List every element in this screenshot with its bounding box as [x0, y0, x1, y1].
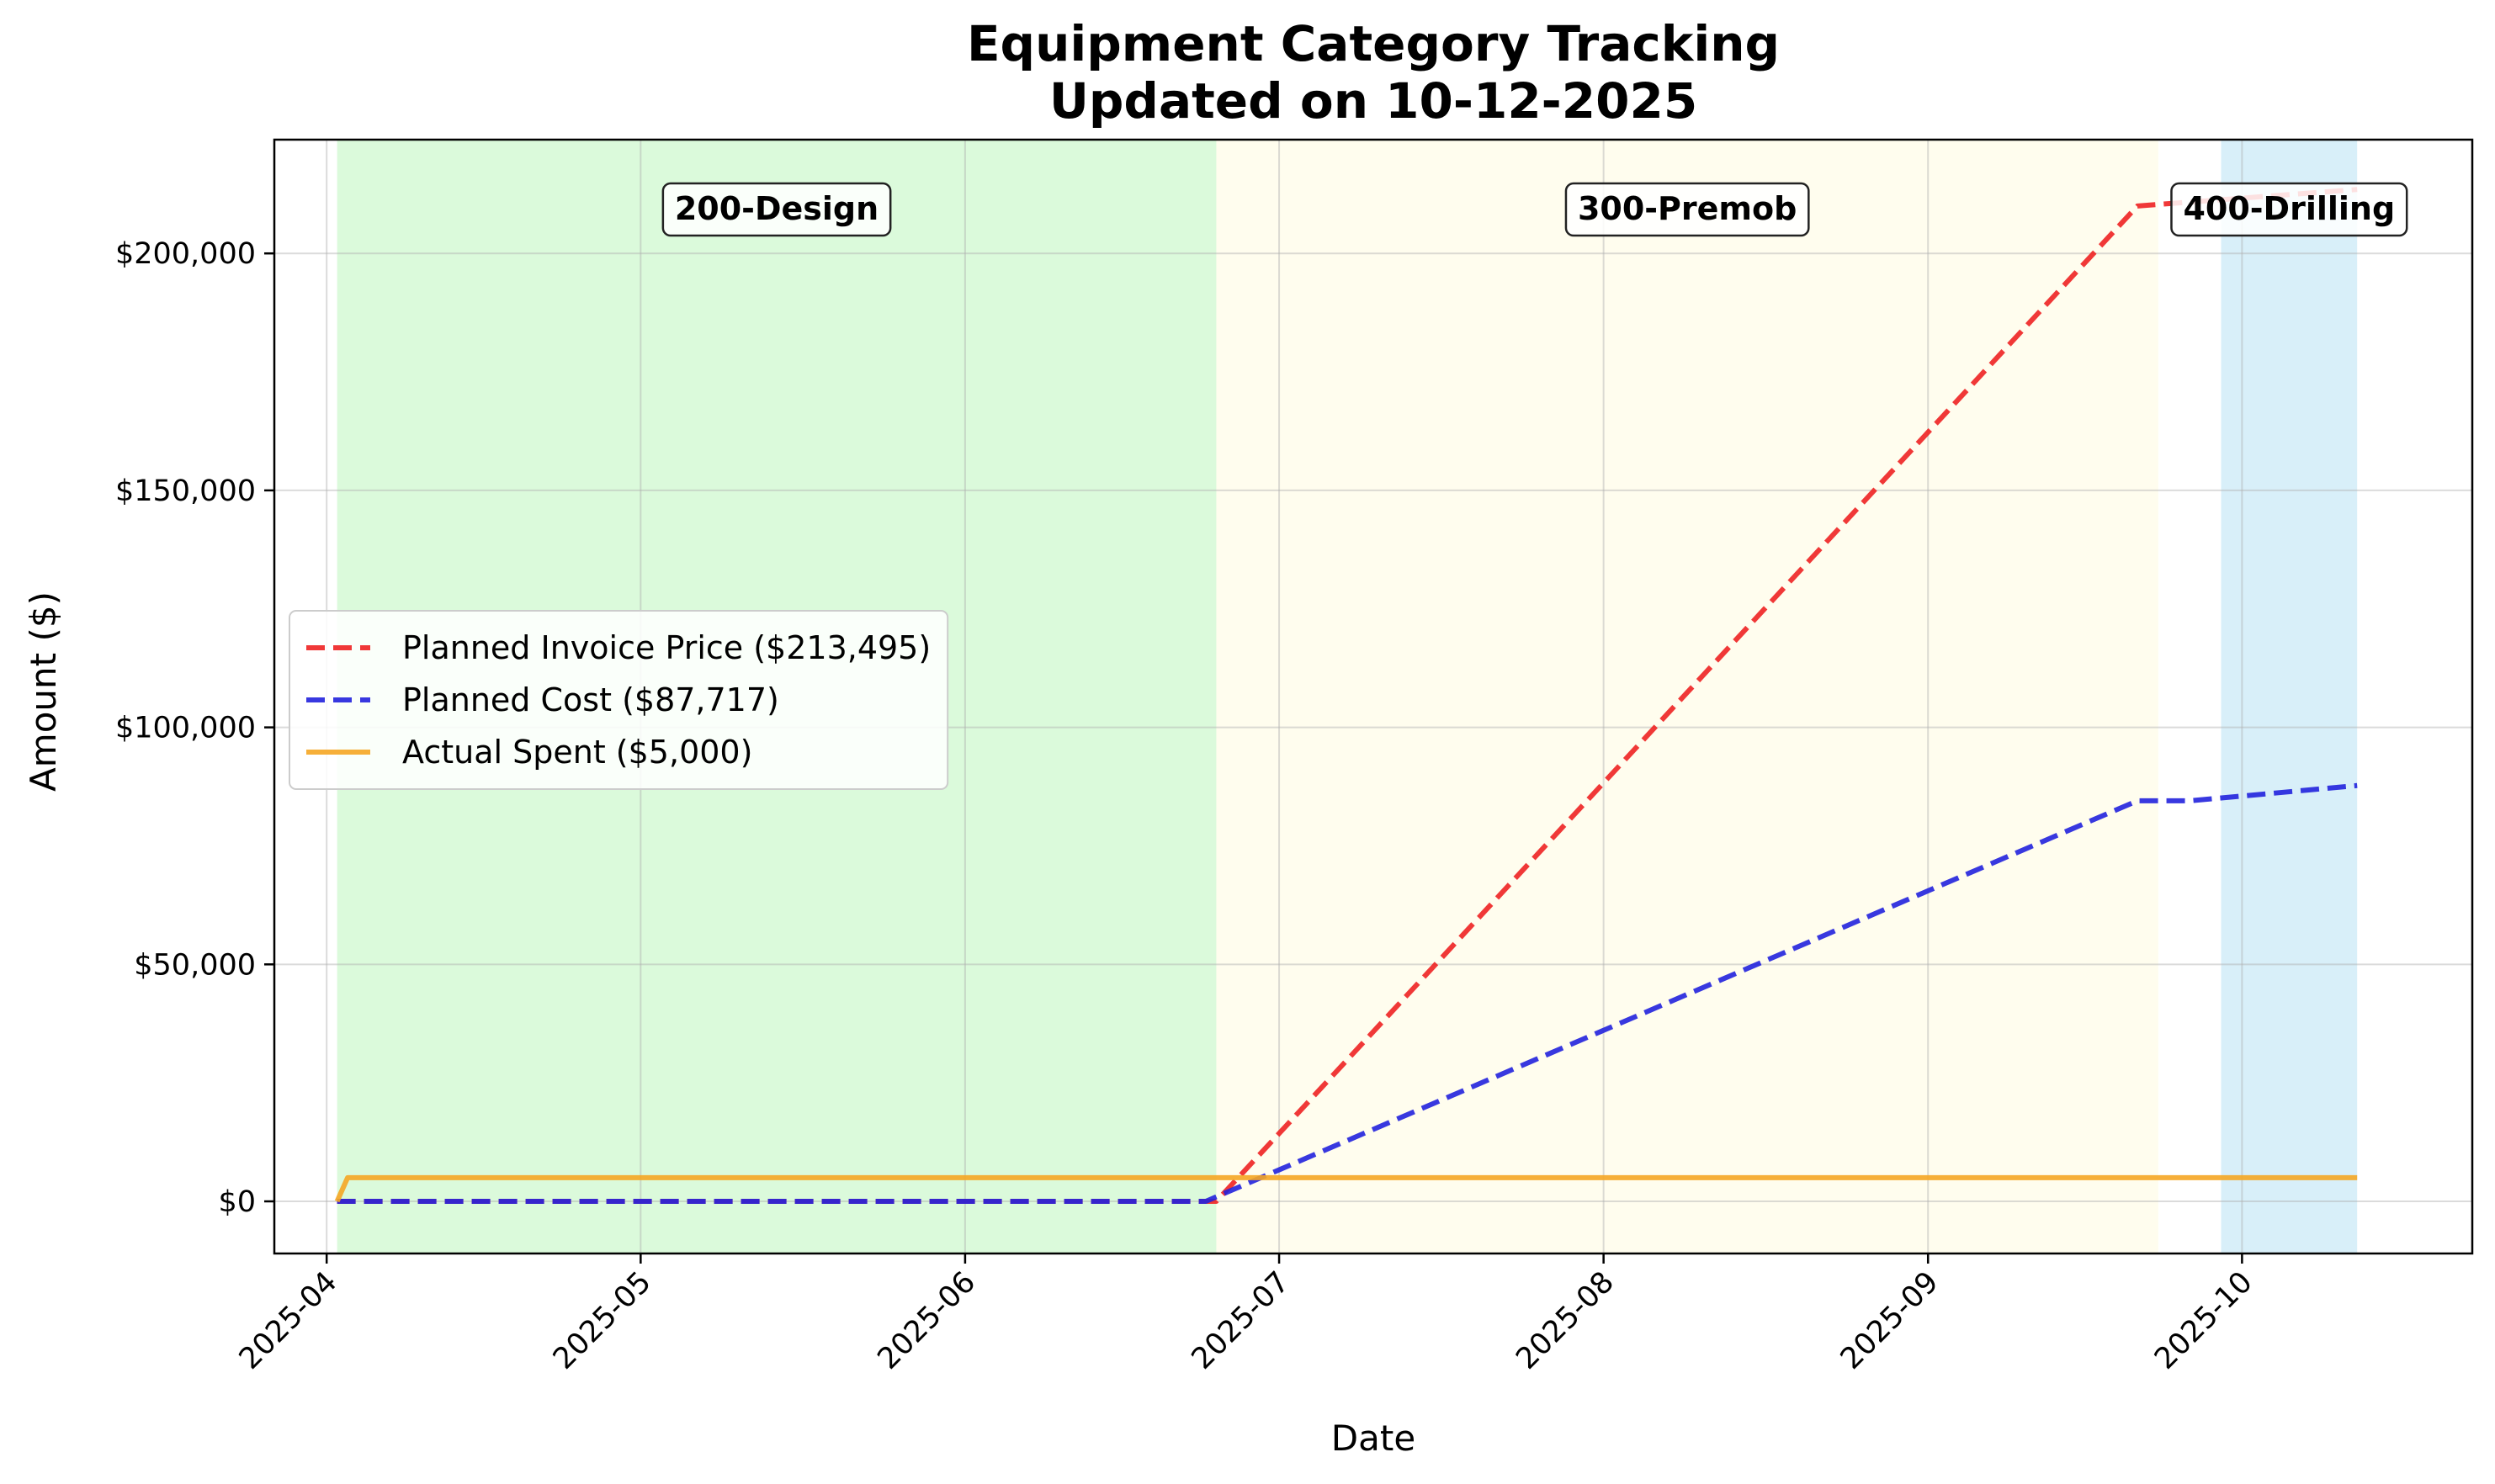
y-tick-label-5: $200,000 [115, 237, 256, 271]
chart-title: Equipment Category Tracking [967, 15, 1780, 72]
y-axis-ticks: $0 $50,000 $100,000 $150,000 $200,000 [115, 237, 274, 1219]
phase-labels: 200-Design 300-Premob 400-Drilling [661, 182, 2408, 237]
y-tick-label-3: $100,000 [115, 712, 256, 745]
phase-label-3: 400-Drilling [2170, 182, 2408, 237]
phase-band-3 [2221, 140, 2358, 1253]
phase-label-text: 400-Drilling [2183, 190, 2395, 227]
legend-entry-2: Planned Cost ($87,717) [402, 681, 779, 718]
x-axis-label: Date [1331, 1418, 1415, 1459]
phase-band-2 [1216, 140, 2158, 1253]
phase-label-text: 200-Design [675, 190, 879, 227]
legend: Planned Invoice Price ($213,495) Planned … [289, 610, 949, 790]
legend-box [289, 610, 949, 790]
phase-label-1: 200-Design [661, 182, 892, 237]
plot-frame [273, 138, 2474, 1255]
y-tick-label-4: $150,000 [115, 474, 256, 508]
phase-label-box [661, 182, 892, 237]
series-line-2 [337, 782, 2358, 1204]
phase-label-box [1564, 182, 1810, 237]
y-tick-label-1: $0 [218, 1185, 256, 1219]
y-axis-label: Amount ($) [23, 591, 64, 792]
y-tick-label-2: $50,000 [134, 948, 256, 982]
chart-subtitle: Updated on 10-12-2025 [1049, 72, 1697, 130]
legend-entry-1: Planned Invoice Price ($213,495) [402, 629, 931, 666]
legend-entry-3: Actual Spent ($5,000) [402, 734, 752, 771]
phase-label-2: 300-Premob [1564, 182, 1810, 237]
phase-label-text: 300-Premob [1578, 190, 1797, 227]
series-line-3 [334, 1174, 2358, 1203]
phase-label-box [2170, 182, 2408, 237]
